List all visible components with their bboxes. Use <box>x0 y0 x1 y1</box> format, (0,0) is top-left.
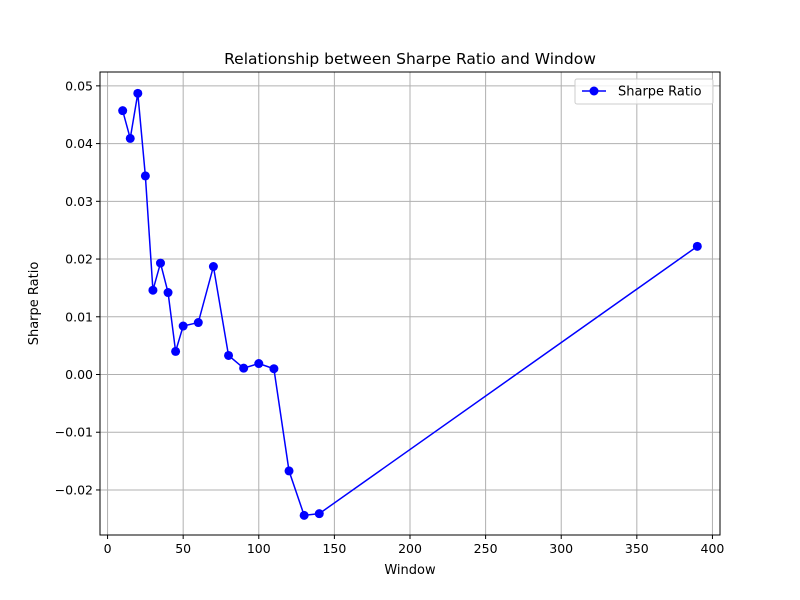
legend: Sharpe Ratio <box>574 78 714 105</box>
y-tick-label: 0.01 <box>65 309 93 324</box>
ticks: 0 50 100 150 200 250 300 350 400 −0.02 −0.01 0.00 0.… <box>55 78 725 556</box>
y-tick-label: 0.05 <box>65 78 93 93</box>
y-tick-label: −0.02 <box>55 482 93 497</box>
data-point <box>140 171 150 181</box>
x-tick-label: 200 <box>398 541 422 556</box>
data-point <box>208 262 218 272</box>
y-tick-label: 0.00 <box>65 367 93 382</box>
x-tick-label: 250 <box>474 541 498 556</box>
data-point <box>224 350 234 360</box>
data-point <box>239 363 249 373</box>
data-point <box>163 288 173 298</box>
data-point <box>148 285 158 295</box>
grid <box>100 72 720 535</box>
data-point <box>171 346 181 356</box>
chart-title: Relationship between Sharpe Ratio and Wi… <box>224 50 596 68</box>
y-tick-label: 0.04 <box>65 136 93 151</box>
x-tick-label: 350 <box>625 541 649 556</box>
y-axis-label: Sharpe Ratio <box>27 262 42 346</box>
y-tick-label: 0.03 <box>65 194 93 209</box>
data-point <box>254 359 264 369</box>
x-tick-label: 50 <box>175 541 191 556</box>
data-point <box>299 510 309 520</box>
x-tick-label: 150 <box>322 541 346 556</box>
data-point <box>193 318 203 328</box>
legend-marker-icon <box>589 86 599 96</box>
data-point <box>155 258 165 268</box>
data-point <box>314 509 324 519</box>
x-axis-label: Window <box>384 563 436 578</box>
y-tick-label: 0.02 <box>65 252 93 267</box>
data-point <box>133 88 143 98</box>
y-tick-label: −0.01 <box>55 425 93 440</box>
data-point <box>284 466 294 476</box>
x-tick-label: 100 <box>247 541 271 556</box>
legend-label: Sharpe Ratio <box>618 85 702 100</box>
legend-box <box>574 78 714 105</box>
series-layer <box>118 88 702 520</box>
x-tick-label: 300 <box>549 541 573 556</box>
x-tick-label: 400 <box>701 541 725 556</box>
data-point <box>118 106 128 116</box>
x-tick-label: 0 <box>104 541 112 556</box>
data-point <box>692 241 702 251</box>
data-point <box>178 321 188 331</box>
data-point <box>269 364 279 374</box>
data-point <box>125 133 135 143</box>
